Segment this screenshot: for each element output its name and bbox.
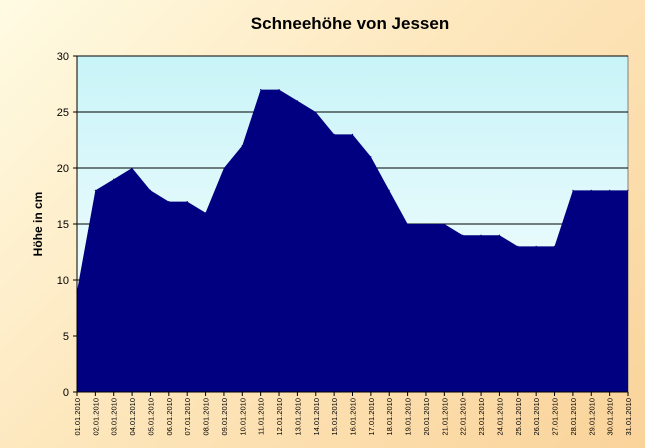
data-point <box>186 201 188 203</box>
data-point <box>351 133 354 135</box>
x-tick-label: 23.01.2010 <box>477 398 486 436</box>
y-axis-ticks: 0 5 10 15 20 25 30 <box>57 51 77 399</box>
data-point <box>627 189 629 191</box>
y-tick-label: 25 <box>57 107 69 119</box>
x-tick-label: 13.01.2010 <box>293 398 302 436</box>
x-tick-label: 22.01.2010 <box>459 398 468 436</box>
y-tick-label: 10 <box>57 275 69 287</box>
x-tick-label: 19.01.2010 <box>404 398 413 436</box>
x-tick-label: 01.01.2010 <box>73 398 82 436</box>
data-point <box>278 89 280 91</box>
x-tick-label: 27.01.2010 <box>551 398 560 436</box>
x-tick-label: 15.01.2010 <box>330 398 339 436</box>
x-tick-label: 17.01.2010 <box>367 398 376 436</box>
x-tick-label: 16.01.2010 <box>349 398 358 436</box>
y-tick-label: 20 <box>57 163 69 175</box>
x-tick-label: 29.01.2010 <box>587 398 596 436</box>
x-tick-label: 18.01.2010 <box>385 398 394 436</box>
data-point <box>498 234 501 236</box>
y-tick-label: 30 <box>57 51 69 63</box>
x-tick-label: 10.01.2010 <box>238 398 247 436</box>
x-tick-label: 09.01.2010 <box>220 398 229 436</box>
data-point <box>462 234 464 236</box>
data-point <box>260 89 262 91</box>
x-tick-label: 02.01.2010 <box>91 398 100 436</box>
data-point <box>204 212 207 214</box>
x-tick-label: 31.01.2010 <box>624 398 633 436</box>
data-point <box>315 111 317 113</box>
data-point <box>149 189 152 191</box>
data-point <box>535 245 537 247</box>
data-point <box>480 234 482 236</box>
x-axis-ticks: 01.01.2010 02.01.2010 03.01.2010 04.01.2010… <box>73 392 633 436</box>
x-tick-label: 08.01.2010 <box>202 398 211 436</box>
data-point <box>296 100 298 102</box>
data-point <box>572 189 574 191</box>
y-tick-label: 0 <box>63 387 69 399</box>
x-tick-label: 06.01.2010 <box>165 398 174 436</box>
data-point <box>131 167 133 169</box>
data-point <box>590 189 592 191</box>
data-point <box>333 133 335 135</box>
data-point <box>609 189 611 191</box>
chart-title: Schneehöhe von Jessen <box>250 14 450 33</box>
x-tick-label: 14.01.2010 <box>312 398 321 436</box>
x-tick-label: 11.01.2010 <box>257 398 266 435</box>
x-tick-label: 05.01.2010 <box>146 398 155 436</box>
x-tick-label: 03.01.2010 <box>110 398 119 436</box>
data-point <box>113 178 115 180</box>
data-point <box>553 245 556 247</box>
x-tick-label: 28.01.2010 <box>569 398 578 436</box>
x-tick-label: 07.01.2010 <box>183 398 192 436</box>
x-tick-label: 30.01.2010 <box>606 398 615 436</box>
x-tick-label: 12.01.2010 <box>275 398 284 436</box>
data-area-series <box>77 89 628 392</box>
x-tick-label: 20.01.2010 <box>422 398 431 436</box>
data-point <box>94 189 96 191</box>
data-point <box>407 223 409 225</box>
y-tick-label: 5 <box>63 331 69 343</box>
data-point <box>517 245 519 247</box>
x-tick-label: 04.01.2010 <box>128 398 137 436</box>
x-tick-label: 21.01.2010 <box>440 398 449 436</box>
data-point <box>425 223 427 225</box>
data-point <box>223 167 225 169</box>
data-point <box>443 223 445 225</box>
x-tick-label: 25.01.2010 <box>514 398 523 436</box>
data-point <box>241 145 243 147</box>
data-point <box>388 189 390 191</box>
data-point <box>370 156 372 158</box>
y-tick-label: 15 <box>57 219 69 231</box>
x-tick-label: 26.01.2010 <box>532 398 541 436</box>
data-point <box>168 201 170 203</box>
x-tick-label: 24.01.2010 <box>495 398 504 436</box>
